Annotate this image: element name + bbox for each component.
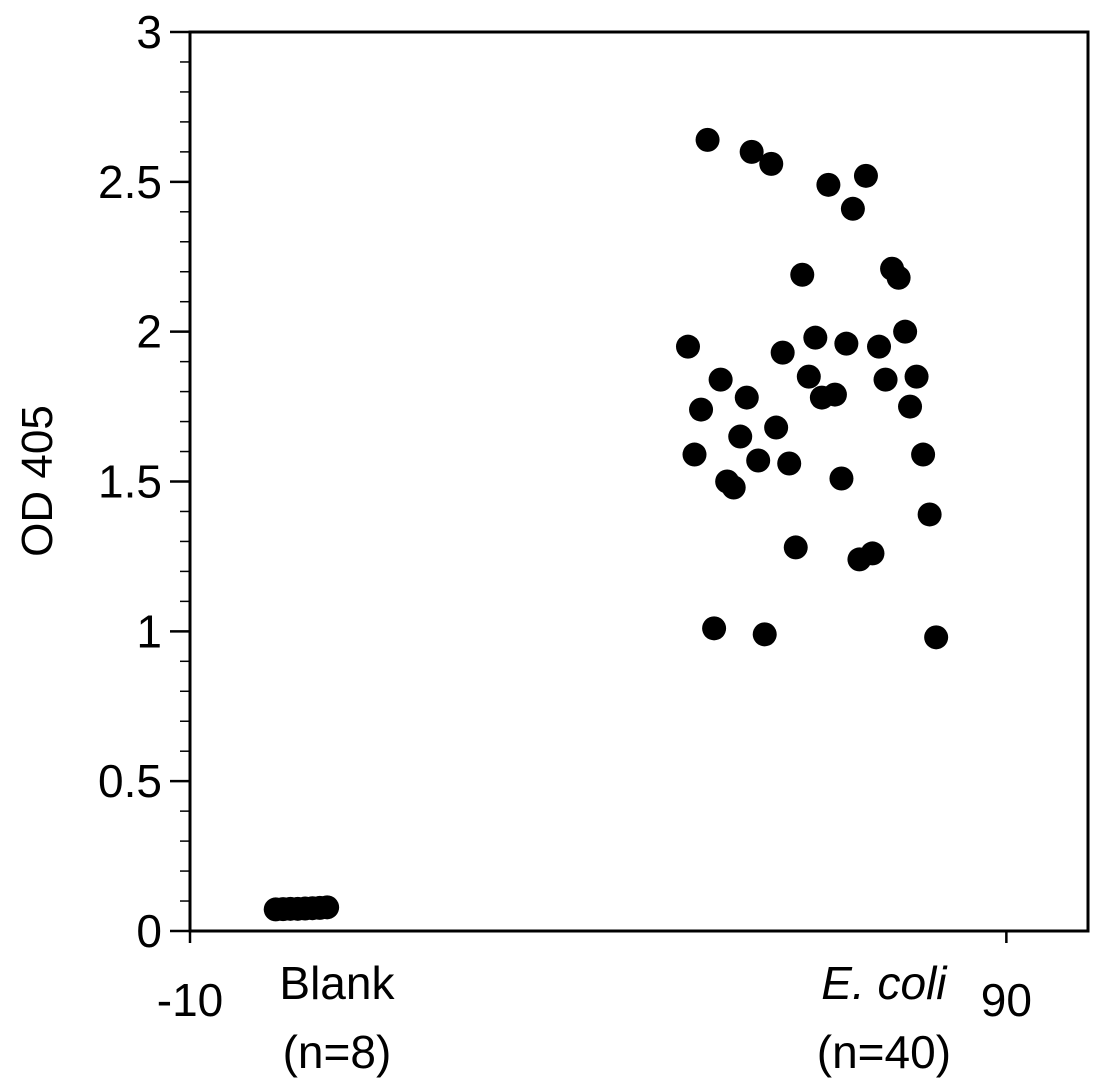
data-point xyxy=(886,265,911,290)
data-point xyxy=(822,382,847,407)
data-point xyxy=(893,319,918,344)
group-labels: Blank (n=8) E. coli (n=40) xyxy=(279,957,951,1078)
data-point xyxy=(853,163,878,188)
data-point xyxy=(904,364,929,389)
group-label: Blank xyxy=(279,957,395,1009)
data-point xyxy=(689,397,714,422)
data-points xyxy=(263,127,949,922)
group-count-label: (n=8) xyxy=(283,1026,392,1078)
y-tick-label: 1.5 xyxy=(98,456,162,508)
data-point xyxy=(834,331,859,356)
data-point xyxy=(675,334,700,359)
data-point xyxy=(764,415,789,440)
data-point xyxy=(860,541,885,566)
y-tick-labels: 0 0.5 1 1.5 2 2.5 3 xyxy=(98,6,162,957)
data-point xyxy=(829,466,854,491)
y-tick-label: 3 xyxy=(136,6,162,58)
y-tick-label: 1 xyxy=(136,605,162,657)
data-point xyxy=(759,151,784,176)
data-point xyxy=(840,196,865,221)
data-point xyxy=(783,535,808,560)
data-point xyxy=(777,451,802,476)
data-point xyxy=(728,424,753,449)
data-point xyxy=(770,340,795,365)
data-point xyxy=(739,139,764,164)
y-axis-label: OD 405 xyxy=(13,405,62,557)
data-point xyxy=(682,442,707,467)
data-point xyxy=(873,367,898,392)
data-point xyxy=(702,616,727,641)
group-count-label: (n=40) xyxy=(817,1026,951,1078)
data-point xyxy=(924,625,949,650)
x-tick-label: -10 xyxy=(157,974,223,1026)
data-point xyxy=(695,127,720,152)
y-tick-label: 2.5 xyxy=(98,156,162,208)
x-tick-label: 90 xyxy=(981,974,1032,1026)
data-point xyxy=(796,364,821,389)
data-point xyxy=(315,895,340,920)
y-tick-label: 2 xyxy=(136,306,162,358)
data-point xyxy=(803,325,828,350)
plot-frame xyxy=(188,30,1090,933)
group-label: E. coli xyxy=(821,957,948,1009)
y-major-ticks xyxy=(170,30,190,933)
data-point xyxy=(911,442,936,467)
data-point xyxy=(746,448,771,473)
data-point xyxy=(790,262,815,287)
y-tick-label: 0.5 xyxy=(98,755,162,807)
y-tick-label: 0 xyxy=(136,905,162,957)
data-point xyxy=(867,334,892,359)
data-point xyxy=(816,172,841,197)
data-point xyxy=(734,385,759,410)
x-ticks: -10 90 xyxy=(157,931,1032,1026)
data-point xyxy=(752,622,777,647)
data-point xyxy=(898,394,923,419)
data-point xyxy=(917,502,942,527)
data-point xyxy=(721,475,746,500)
data-point xyxy=(708,367,733,392)
